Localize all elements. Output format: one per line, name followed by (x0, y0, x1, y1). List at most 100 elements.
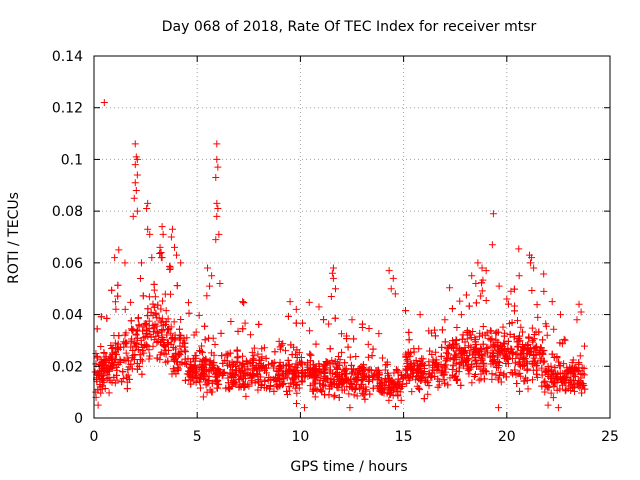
data-point (340, 378, 348, 386)
data-point (366, 390, 374, 398)
data-point (533, 301, 541, 309)
data-point (446, 342, 454, 350)
data-point (240, 299, 248, 307)
data-point (203, 292, 211, 300)
data-point (195, 311, 203, 319)
data-point (292, 305, 300, 313)
data-point (149, 342, 157, 350)
data-point (123, 385, 131, 393)
data-point (474, 350, 482, 358)
data-point (541, 388, 549, 396)
data-point (329, 274, 337, 282)
data-point (129, 326, 137, 334)
data-point (212, 174, 220, 182)
data-point (114, 292, 122, 300)
data-point (119, 374, 127, 382)
data-point (431, 359, 439, 367)
data-point (103, 314, 111, 322)
data-point (232, 366, 240, 374)
data-point (352, 353, 360, 361)
data-point (173, 251, 181, 259)
data-point (480, 375, 488, 383)
data-point (472, 344, 480, 352)
data-point (324, 375, 332, 383)
data-point (502, 359, 510, 367)
data-point (142, 320, 150, 328)
data-point (410, 345, 418, 353)
data-point (350, 391, 358, 399)
data-point (345, 390, 353, 398)
data-point (213, 365, 221, 373)
data-point (169, 343, 177, 351)
data-point (415, 384, 423, 392)
data-point (199, 348, 207, 356)
data-point (385, 396, 393, 404)
data-point (293, 346, 301, 354)
data-point (127, 298, 135, 306)
data-point (472, 299, 480, 307)
y-axis-label: ROTI / TECUs (6, 192, 22, 284)
data-point (287, 379, 295, 387)
data-point (201, 375, 209, 383)
data-point (394, 367, 402, 375)
data-point (240, 363, 248, 371)
data-point (441, 338, 449, 346)
data-point (477, 292, 485, 300)
data-point (139, 344, 147, 352)
data-points (91, 99, 589, 412)
data-point (551, 379, 559, 387)
data-point (508, 319, 516, 327)
data-point (239, 325, 247, 333)
data-point (501, 345, 509, 353)
data-point (214, 384, 222, 392)
data-point (404, 348, 412, 356)
data-point (166, 264, 174, 272)
data-point (320, 381, 328, 389)
data-point (204, 264, 212, 272)
data-point (157, 305, 165, 313)
data-point (192, 328, 200, 336)
data-point (466, 365, 474, 373)
chart-title: Day 068 of 2018, Rate Of TEC Index for r… (162, 19, 537, 35)
data-point (93, 352, 101, 360)
data-point (136, 275, 144, 283)
data-point (474, 259, 482, 267)
data-point (166, 262, 174, 270)
data-point (440, 376, 448, 384)
data-point (471, 345, 479, 353)
data-point (248, 348, 256, 356)
data-point (114, 281, 122, 289)
data-point (464, 366, 472, 374)
data-point (515, 245, 523, 253)
data-point (146, 352, 154, 360)
data-point (347, 361, 355, 369)
data-point (177, 259, 185, 267)
data-point (507, 287, 515, 295)
data-point (334, 352, 342, 360)
data-point (397, 396, 405, 404)
data-point (306, 365, 314, 373)
data-point (138, 357, 146, 365)
data-point (177, 315, 185, 323)
data-point (394, 391, 402, 399)
data-point (326, 366, 334, 374)
data-point (550, 325, 558, 333)
data-point (190, 377, 198, 385)
data-point (293, 399, 301, 407)
data-point (197, 347, 205, 355)
data-point (361, 395, 369, 403)
data-point (299, 367, 307, 375)
data-point (441, 379, 449, 387)
data-point (452, 340, 460, 348)
data-point (349, 365, 357, 373)
data-point (343, 335, 351, 343)
data-point (425, 382, 433, 390)
data-point (242, 369, 250, 377)
data-point (442, 349, 450, 357)
data-point (475, 332, 483, 340)
data-point (229, 360, 237, 368)
data-point (311, 393, 319, 401)
data-point (191, 369, 199, 377)
data-point (181, 360, 189, 368)
data-point (150, 328, 158, 336)
